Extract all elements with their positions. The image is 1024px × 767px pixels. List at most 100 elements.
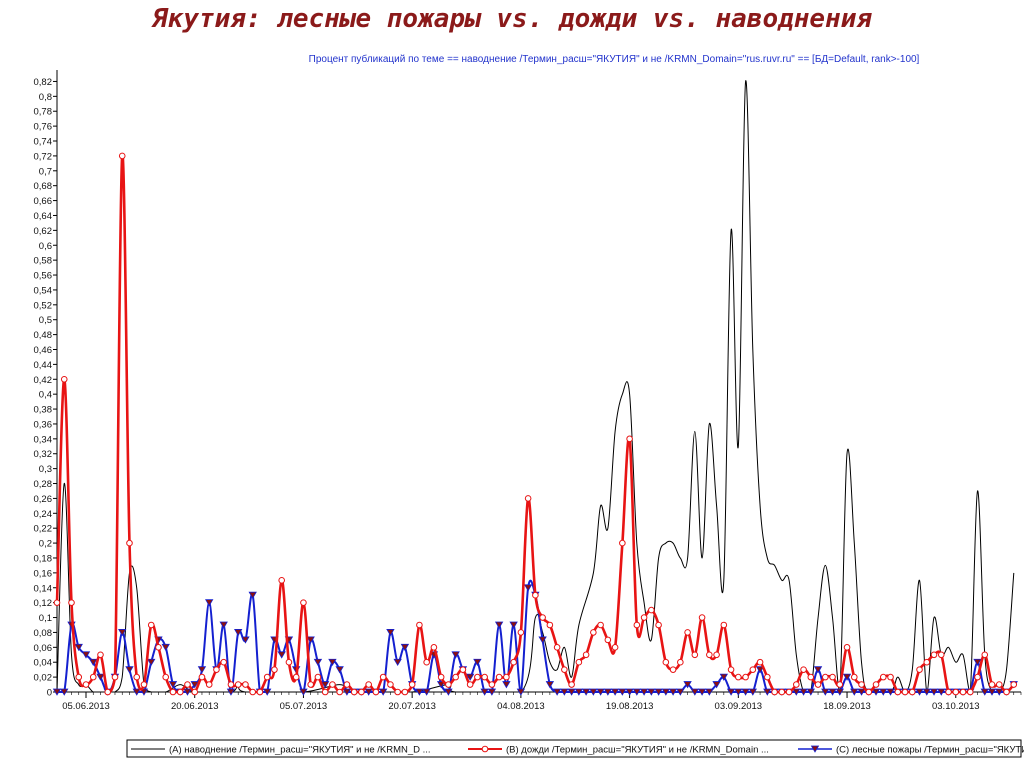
data-point	[922, 688, 931, 696]
legend-marker	[481, 745, 489, 753]
data-point	[139, 688, 149, 696]
data-point	[842, 673, 852, 681]
y-tick-label: 0,24	[34, 509, 53, 520]
series-line	[55, 153, 1015, 694]
data-point	[495, 673, 503, 681]
data-point	[756, 658, 764, 666]
data-point	[379, 673, 387, 681]
data-point	[452, 673, 459, 681]
x-tick-label: 20.06.2013	[171, 701, 219, 712]
data-point	[973, 658, 982, 667]
data-point	[937, 651, 945, 659]
data-point	[561, 666, 568, 673]
y-axis: 0 0,02 0,04 0,06 0,08 0,1 0,12 0,14 0,16 0,18 0,2 0…	[34, 70, 58, 699]
y-tick-label: 0,76	[34, 122, 53, 133]
data-point	[190, 681, 199, 689]
data-point	[749, 666, 757, 673]
x-tick-label: 18.09.2013	[823, 701, 871, 712]
data-point	[858, 681, 865, 688]
data-point	[1003, 688, 1010, 696]
y-tick-label: 0,38	[34, 405, 53, 416]
data-point	[648, 606, 655, 614]
data-point	[111, 673, 119, 681]
data-point	[372, 688, 380, 696]
data-point	[517, 629, 525, 636]
data-point	[155, 644, 162, 651]
data-point	[581, 688, 591, 696]
data-point	[299, 688, 308, 696]
data-point	[510, 658, 517, 666]
data-point	[735, 673, 742, 681]
data-point	[785, 688, 793, 696]
y-tick-label: 0,2	[39, 539, 52, 550]
x-tick-label: 05.07.2013	[280, 701, 328, 712]
data-point	[626, 435, 633, 443]
data-point	[386, 629, 395, 637]
y-tick-label: 0,48	[34, 330, 53, 341]
data-point	[169, 688, 177, 696]
data-point	[197, 666, 207, 674]
y-tick-label: 0,58	[34, 256, 53, 267]
data-point	[60, 688, 69, 696]
legend-label: (C) лесные пожары /Термин_расш="ЯКУТИ...	[836, 745, 1024, 756]
data-point	[560, 688, 569, 696]
data-point	[509, 621, 518, 629]
data-point	[677, 658, 684, 666]
data-point	[959, 688, 967, 696]
data-point	[387, 681, 394, 688]
data-point	[539, 614, 546, 621]
y-tick-label: 0,6	[39, 241, 52, 252]
y-tick-label: 0,3	[39, 464, 52, 475]
legend-box	[126, 739, 1022, 758]
data-point	[792, 688, 801, 696]
data-point	[256, 688, 264, 696]
chart-subtitle: Процент публикаций по теме == наводнение…	[309, 53, 920, 65]
data-point	[74, 643, 83, 652]
x-tick-label: 03.10.2013	[932, 701, 980, 712]
data-point	[654, 688, 663, 696]
data-point	[850, 673, 858, 681]
data-point	[916, 666, 923, 673]
data-point	[191, 688, 199, 696]
data-point	[800, 666, 807, 673]
data-point	[292, 673, 300, 681]
data-point	[248, 591, 257, 599]
data-point	[829, 673, 836, 681]
y-tick-label: 0,04	[34, 658, 53, 669]
data-point	[358, 688, 365, 696]
data-point	[445, 681, 452, 688]
data-point	[980, 688, 989, 696]
data-point	[582, 651, 590, 659]
data-point	[364, 688, 373, 696]
y-tick-label: 0,78	[34, 107, 53, 118]
data-point	[828, 688, 837, 696]
data-point	[843, 644, 851, 651]
data-point	[321, 688, 329, 696]
data-point	[981, 651, 989, 659]
data-point	[857, 688, 866, 696]
data-point	[430, 644, 438, 651]
series-b	[53, 152, 1018, 696]
data-point	[742, 673, 749, 681]
y-tick-label: 0,14	[34, 583, 53, 594]
data-point	[850, 688, 859, 696]
data-point	[590, 629, 597, 636]
data-point	[929, 688, 939, 696]
data-point	[937, 688, 946, 696]
slide-title: Якутия: лесные пожары vs. дожди vs. наво…	[151, 4, 873, 34]
legend: (A) наводнение /Термин_расш="ЯКУТИЯ" и н…	[126, 739, 1024, 758]
y-tick-label: 0,22	[34, 524, 53, 535]
data-point	[524, 495, 532, 502]
y-tick-label: 0,06	[34, 643, 53, 654]
data-point	[320, 681, 330, 689]
y-tick-label: 0,72	[34, 151, 53, 162]
data-point	[423, 658, 430, 666]
data-point	[481, 673, 488, 681]
data-point	[474, 673, 481, 681]
data-point	[220, 658, 228, 666]
data-point	[771, 688, 778, 696]
x-tick-label: 19.08.2013	[606, 701, 654, 712]
data-point	[887, 673, 894, 681]
data-point	[633, 621, 641, 629]
data-point	[147, 621, 155, 629]
